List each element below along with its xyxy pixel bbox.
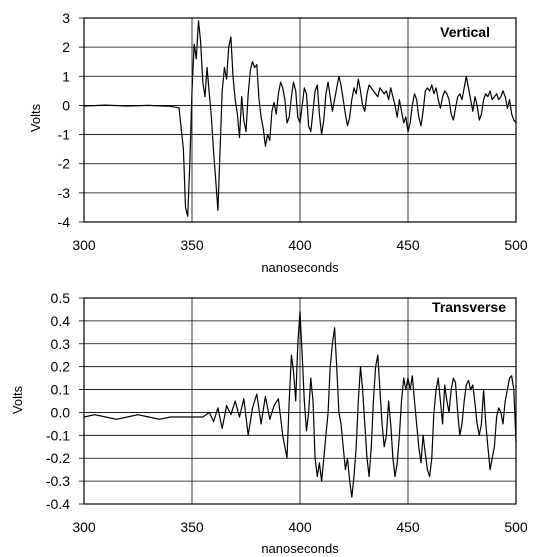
y-axis-label: Volts: [28, 103, 43, 132]
y-tick-label: -4: [58, 214, 71, 230]
plot-frame: [83, 297, 517, 505]
x-tick-label: 450: [396, 237, 420, 253]
panel-title: Transverse: [432, 299, 506, 315]
x-tick-label: 500: [504, 237, 528, 253]
y-tick-label: 0.5: [51, 290, 71, 306]
y-tick-label: 0: [62, 97, 70, 113]
waveform-line: [83, 311, 517, 498]
transverse-panel: Transverse nanoseconds Volts -0.4 -0.3 -0.…: [10, 290, 528, 556]
x-tick-label: 350: [180, 237, 204, 253]
y-tick-label: -0.2: [46, 450, 70, 466]
y-tick-label: -0.3: [46, 473, 70, 489]
x-tick-label: 500: [504, 519, 528, 535]
x-tick-label: 400: [288, 237, 312, 253]
y-tick-label: 0.1: [51, 382, 71, 398]
y-tick-label: 0.4: [51, 313, 71, 329]
x-tick-label: 450: [396, 519, 420, 535]
y-tick-label: -3: [58, 185, 71, 201]
y-tick-label: -0.4: [46, 496, 70, 512]
vertical-panel: Vertical nanoseconds Volts -4 -3 -2 -1 0 1 2 3 3…: [28, 10, 528, 275]
x-tick-label: 300: [72, 237, 96, 253]
x-axis-label: nanoseconds: [261, 260, 339, 275]
x-axis-label: nanoseconds: [261, 541, 339, 556]
waveform-line: [83, 20, 517, 217]
plot-frame: [83, 17, 517, 223]
y-tick-label: -2: [58, 156, 71, 172]
y-tick-label: 0.0: [51, 404, 71, 420]
y-tick-label: 0.3: [51, 336, 71, 352]
y-tick-label: -0.1: [46, 427, 70, 443]
y-tick-label: -1: [58, 127, 71, 143]
y-tick-label: 0.2: [51, 359, 71, 375]
x-tick-label: 400: [288, 519, 312, 535]
y-axis-label: Volts: [10, 385, 25, 414]
x-tick-label: 300: [72, 519, 96, 535]
panel-title: Vertical: [440, 24, 490, 40]
y-tick-label: 3: [62, 10, 70, 26]
y-tick-label: 1: [62, 68, 70, 84]
x-tick-label: 350: [180, 519, 204, 535]
y-tick-label: 2: [62, 39, 70, 55]
